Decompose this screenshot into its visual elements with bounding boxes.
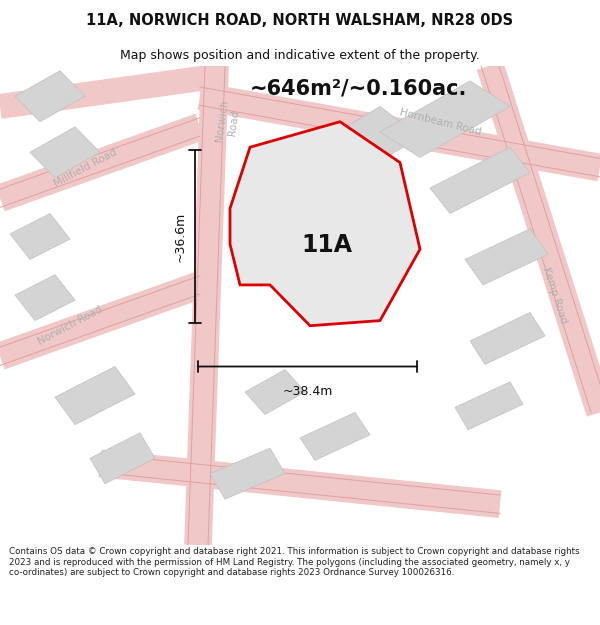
Text: Contains OS data © Crown copyright and database right 2021. This information is : Contains OS data © Crown copyright and d… bbox=[9, 548, 580, 578]
Polygon shape bbox=[15, 275, 75, 321]
Text: ~36.6m: ~36.6m bbox=[174, 211, 187, 262]
Text: ~646m²/~0.160ac.: ~646m²/~0.160ac. bbox=[250, 78, 467, 98]
Polygon shape bbox=[380, 81, 510, 158]
Polygon shape bbox=[55, 366, 135, 424]
Polygon shape bbox=[230, 122, 420, 326]
Polygon shape bbox=[10, 214, 70, 259]
Polygon shape bbox=[340, 208, 400, 251]
Polygon shape bbox=[455, 382, 523, 430]
Polygon shape bbox=[260, 137, 310, 180]
Text: Kemp Road: Kemp Road bbox=[541, 266, 569, 324]
Text: 11A: 11A bbox=[302, 233, 353, 257]
Text: Map shows position and indicative extent of the property.: Map shows position and indicative extent… bbox=[120, 49, 480, 62]
Polygon shape bbox=[465, 229, 548, 285]
Text: Norwich Road: Norwich Road bbox=[36, 304, 104, 347]
Polygon shape bbox=[300, 412, 370, 461]
Text: 11A, NORWICH ROAD, NORTH WALSHAM, NR28 0DS: 11A, NORWICH ROAD, NORTH WALSHAM, NR28 0… bbox=[86, 13, 514, 28]
Text: Millfield Road: Millfield Road bbox=[52, 147, 118, 188]
Polygon shape bbox=[295, 106, 420, 188]
Polygon shape bbox=[210, 448, 285, 499]
Polygon shape bbox=[15, 71, 85, 122]
Polygon shape bbox=[470, 312, 545, 364]
Text: Norwich
Road: Norwich Road bbox=[214, 99, 242, 144]
Polygon shape bbox=[30, 127, 100, 178]
Text: Hornbeam Road: Hornbeam Road bbox=[398, 107, 482, 137]
Polygon shape bbox=[90, 432, 155, 484]
Polygon shape bbox=[430, 148, 530, 214]
Polygon shape bbox=[245, 369, 305, 414]
Text: ~38.4m: ~38.4m bbox=[283, 385, 332, 398]
